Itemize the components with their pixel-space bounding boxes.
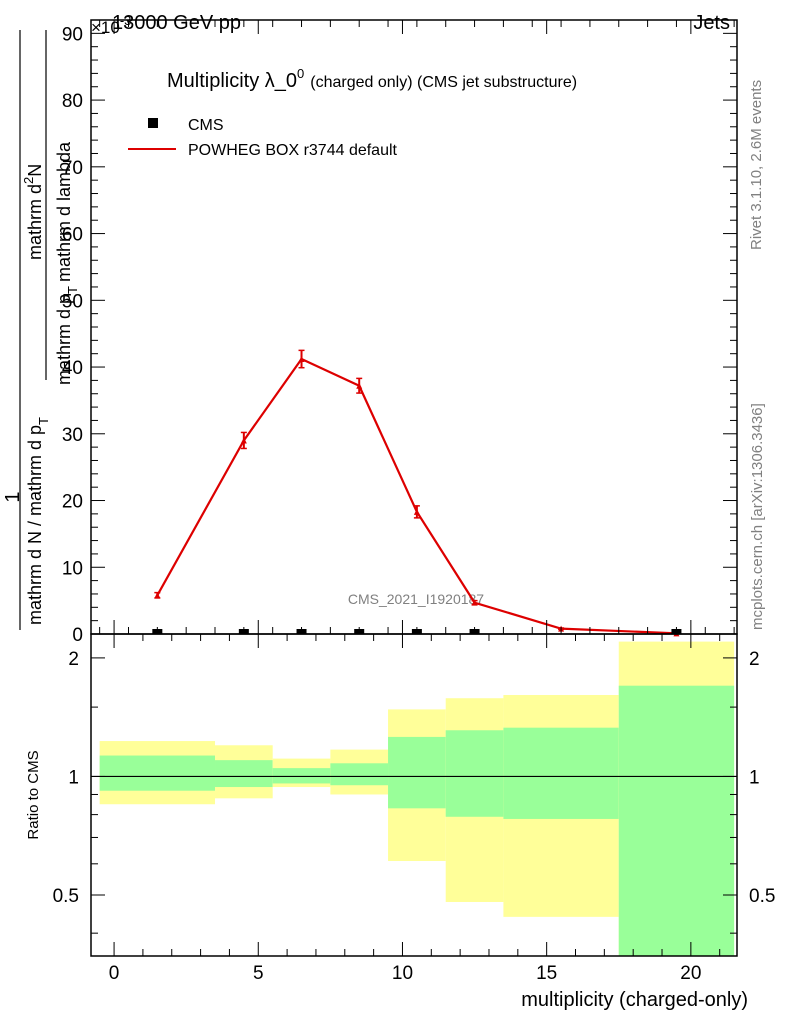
- x-tick-label: 20: [680, 963, 701, 984]
- ratio-frame: [90, 633, 738, 957]
- ratio-tick-label-left: 1: [68, 767, 79, 788]
- legend-cms-marker: [148, 118, 158, 128]
- x-tick-label: 10: [392, 963, 413, 984]
- mc-point-0: [154, 592, 161, 599]
- upper-ylabel: 1 mathrm d N / mathrm d pT mathrm d2N ma…: [2, 30, 80, 630]
- ratio-tick-label-left: 2: [68, 649, 79, 670]
- legend: CMS POWHEG BOX r3744 default: [128, 117, 398, 159]
- y-tick-label: 10: [62, 558, 83, 579]
- ratio-band-green-7: [618, 685, 735, 956]
- x-tick-label: 0: [109, 963, 120, 984]
- mcplots-label: mcplots.cern.ch [arXiv:1306.3436]: [749, 403, 766, 630]
- ratio-band-green-4: [388, 736, 446, 809]
- ratio-tick-label-right: 2: [749, 649, 760, 670]
- y-tick-label: 30: [62, 425, 83, 446]
- y-tick-label: 0: [72, 625, 83, 646]
- ratio-tick-label-left: 0.5: [53, 886, 79, 907]
- ratio-panel: 0 5 10 15 20 0.5 0.5 1 1 2 2: [53, 633, 775, 984]
- ylabel-numerator-2: mathrm d2N: [21, 164, 45, 260]
- ratio-ylabel: Ratio to CMS: [25, 750, 42, 839]
- ratio-band-green-0: [99, 755, 216, 791]
- ylabel-denominator-2: mathrm d pTmathrm d lambda: [54, 141, 80, 385]
- mc-point-2: [298, 356, 305, 363]
- watermark: CMS_2021_I1920187: [348, 591, 484, 607]
- ratio-band-green-5: [445, 730, 504, 817]
- mc-point-4: [413, 508, 420, 515]
- y-tick-label: 50: [62, 291, 83, 312]
- legend-mc-label: POWHEG BOX r3744 default: [188, 142, 398, 159]
- ylabel-denominator-1: mathrm d N / mathrm d pT: [25, 417, 51, 625]
- y-tick-label: 80: [62, 91, 83, 112]
- chart-title: Multiplicity λ_00(charged only) (CMS jet…: [167, 66, 577, 92]
- header-energy: 13000 GeV pp: [112, 12, 241, 34]
- x-tick-label: 15: [536, 963, 557, 984]
- x-axis-label: multiplicity (charged-only): [521, 989, 748, 1011]
- y-tick-label: 60: [62, 225, 83, 246]
- ylabel-numerator-1: 1: [2, 491, 24, 502]
- x-tick-label: 5: [253, 963, 264, 984]
- legend-cms-label: CMS: [188, 117, 224, 134]
- y-tick-label: 70: [62, 158, 83, 179]
- header-process: Jets: [693, 12, 730, 34]
- ratio-band-green-1: [215, 760, 273, 788]
- y-tick-label: 40: [62, 358, 83, 379]
- y-tick-label: 90: [62, 24, 83, 45]
- ratio-band-green-3: [330, 763, 389, 786]
- ratio-band-green-2: [272, 768, 331, 784]
- mc-point-3: [356, 382, 363, 389]
- mc-point-5: [471, 599, 478, 606]
- upper-panel: CMS_2021_I1920187 0 10 20 30 40 50 60 70 80 90: [62, 19, 738, 646]
- rivet-label: Rivet 3.1.10, 2.6M events: [748, 80, 765, 250]
- mc-point-1: [240, 437, 247, 444]
- ratio-tick-label-right: 0.5: [749, 886, 775, 907]
- ratio-tick-label-right: 1: [749, 767, 760, 788]
- y-tick-label: 20: [62, 492, 83, 513]
- ratio-band-green-6: [503, 727, 619, 819]
